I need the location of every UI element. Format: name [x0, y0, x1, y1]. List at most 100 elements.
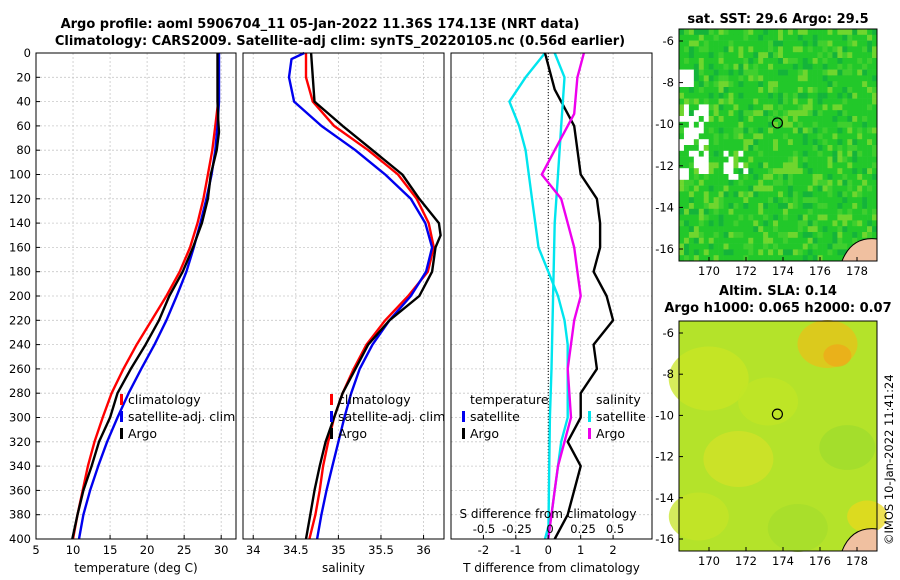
- map-cell: [773, 150, 779, 157]
- map-cell: [827, 98, 833, 105]
- map-cell: [763, 29, 769, 36]
- map-cell: [763, 237, 769, 244]
- map-cell: [683, 150, 690, 157]
- map-cell: [817, 237, 823, 244]
- map-cell: [698, 226, 705, 233]
- y-tick-label: 220: [9, 313, 31, 327]
- map-cell: [847, 174, 853, 181]
- map-cell: [827, 40, 833, 47]
- map-cell: [688, 226, 695, 233]
- map-cell: [733, 81, 739, 88]
- map-cell: [778, 203, 784, 210]
- map-cell: [693, 185, 700, 192]
- map-cell: [867, 185, 873, 192]
- map-cell: [792, 75, 799, 82]
- map-cell: [683, 226, 690, 233]
- map-cell: [827, 203, 833, 210]
- map-cell: [768, 127, 774, 134]
- map-cell: [842, 133, 848, 140]
- map-cell: [723, 52, 729, 59]
- map-cell: [832, 208, 838, 215]
- map-cell: [768, 121, 774, 128]
- map-cell: [733, 179, 739, 186]
- map-cell: [738, 63, 744, 70]
- map-cell: [698, 40, 705, 47]
- map-cell: [842, 104, 848, 111]
- map-cell: [872, 40, 878, 47]
- map-cell: [768, 214, 774, 221]
- map-cell: [723, 69, 729, 76]
- map-cell: [679, 104, 685, 111]
- map-y-tick-label: -16: [655, 242, 674, 256]
- map-cell: [822, 104, 828, 111]
- map-cell: [832, 29, 838, 36]
- map-cell: [807, 133, 813, 140]
- map-cell: [718, 145, 724, 152]
- map-cell: [847, 127, 853, 134]
- map-cell: [837, 139, 843, 146]
- map-cell: [797, 92, 804, 99]
- map-cell: [812, 92, 818, 99]
- map-cell: [688, 121, 695, 128]
- map-cell: [698, 145, 705, 152]
- map-cell: [718, 249, 724, 256]
- y-tick-label: 200: [9, 289, 31, 303]
- map-cell: [688, 58, 695, 65]
- map-cell: [683, 110, 690, 117]
- map-cell: [688, 232, 695, 239]
- map-cell: [708, 87, 714, 94]
- map-cell: [827, 145, 833, 152]
- map-cell: [773, 75, 779, 82]
- map-cell: [758, 249, 764, 256]
- map-cell: [857, 174, 863, 181]
- map-cell: [773, 92, 779, 99]
- map-y-tick-label: -14: [655, 491, 674, 505]
- map-cell: [733, 46, 739, 53]
- map-blob: [668, 346, 749, 411]
- map-cell: [847, 226, 853, 233]
- map-cell: [723, 29, 729, 36]
- map-cell: [723, 133, 729, 140]
- map-cell: [872, 174, 878, 181]
- map-cell: [822, 243, 828, 250]
- map-cell: [703, 168, 709, 175]
- map-cell: [733, 104, 739, 111]
- map-cell: [733, 162, 739, 169]
- map-cell: [832, 81, 838, 88]
- map-cell: [728, 197, 734, 204]
- map-cell: [708, 34, 714, 41]
- map-cell: [753, 208, 759, 215]
- map-cell: [743, 203, 749, 210]
- map-cell: [862, 191, 868, 198]
- map-cell: [733, 116, 739, 123]
- map-cell: [683, 249, 690, 256]
- map-cell: [847, 92, 853, 99]
- map-cell: [817, 52, 823, 59]
- map-cell: [743, 110, 749, 117]
- map-cell: [812, 249, 818, 256]
- map-cell: [807, 203, 813, 210]
- map-cell: [693, 162, 700, 169]
- map-cell: [748, 98, 754, 105]
- map-cell: [797, 34, 804, 41]
- map-cell: [827, 226, 833, 233]
- map-cell: [718, 46, 724, 53]
- map-cell: [693, 174, 700, 181]
- y-tick-label: 20: [16, 70, 31, 84]
- map-cell: [753, 121, 759, 128]
- map-cell: [778, 145, 784, 152]
- map-cell: [822, 220, 828, 227]
- y-tick-label: 140: [9, 216, 31, 230]
- map-cell: [827, 116, 833, 123]
- map-cell: [782, 232, 789, 239]
- map-cell: [822, 133, 828, 140]
- map-cell: [782, 197, 789, 204]
- map-cell: [753, 127, 759, 134]
- map-cell: [738, 255, 744, 262]
- map-cell: [812, 75, 818, 82]
- map-cell: [872, 34, 878, 41]
- map-cell: [703, 69, 709, 76]
- map-cell: [693, 214, 700, 221]
- map-frame: [678, 320, 878, 552]
- map-cell: [812, 87, 818, 94]
